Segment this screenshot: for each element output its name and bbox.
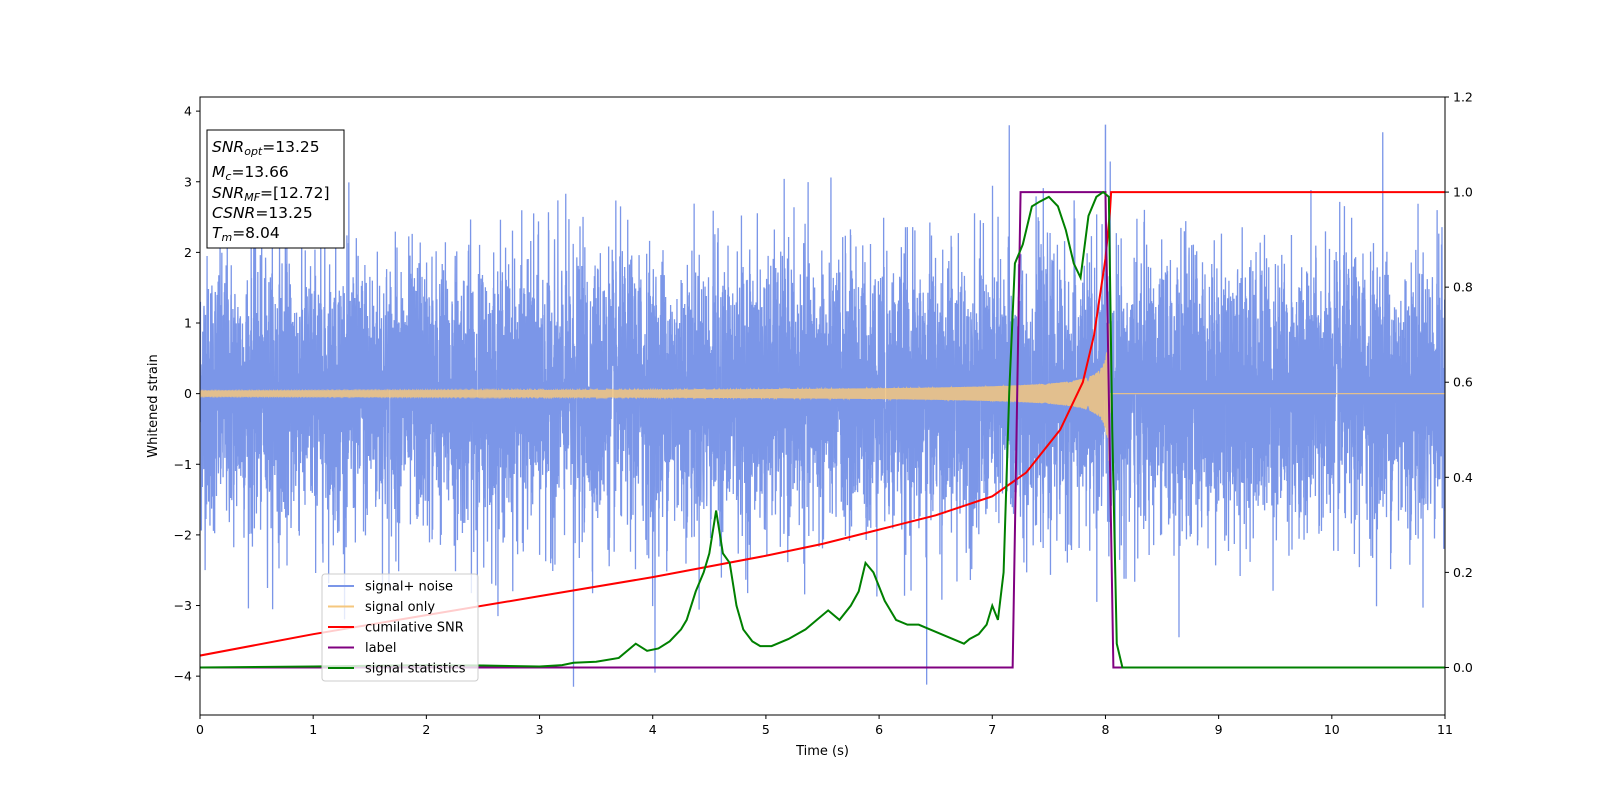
x-tick-label: 9: [1215, 722, 1223, 737]
legend-label: cumilative SNR: [365, 621, 464, 636]
plot-area: [200, 124, 1445, 687]
y-axis-label: Whitened strain: [146, 354, 161, 457]
x-tick-label: 3: [536, 722, 544, 737]
info-box-line: Mc=13.66: [212, 163, 289, 183]
x-tick-label: 7: [988, 722, 996, 737]
y-left-tick-label: 2: [184, 245, 192, 260]
x-tick-label: 6: [875, 722, 883, 737]
legend-label: label: [365, 641, 396, 656]
y-right-tick-label: 0.6: [1453, 375, 1473, 390]
x-tick-label: 0: [196, 722, 204, 737]
y-left-tick-label: −4: [174, 669, 192, 684]
info-box-line: Tm=8.04: [212, 224, 280, 244]
x-axis-label: Time (s): [795, 744, 849, 759]
x-tick-label: 10: [1324, 722, 1340, 737]
y-right-tick-label: 1.0: [1453, 185, 1473, 200]
x-tick-label: 1: [309, 722, 317, 737]
legend: signal+ noise signal only cumilative SNR la…: [321, 573, 479, 682]
y-left-tick-label: 1: [184, 316, 192, 331]
axis-ticks: 0 1 2 3 4 5 6 7 8 9 10 11 −4 −3 −2 −1 0 1 2 3 4 0.0 0.2 0.4 0.6 0…: [174, 90, 1473, 738]
y-left-tick-label: 3: [184, 174, 192, 189]
y-right-tick-label: 0.8: [1453, 280, 1473, 295]
x-tick-label: 11: [1437, 722, 1453, 737]
axes-frame: [199, 96, 1446, 716]
x-tick-label: 4: [649, 722, 657, 737]
info-box-line: SNRopt=13.25: [212, 138, 320, 158]
info-box: SNRopt=13.25 Mc=13.66SNRMF=[12.72]CSNR=13…: [206, 129, 345, 249]
x-tick-label: 2: [422, 722, 430, 737]
y-left-tick-label: −3: [174, 598, 192, 613]
y-right-tick-label: 0.4: [1453, 470, 1473, 485]
info-box-line: SNRMF=[12.72]: [212, 184, 330, 204]
series-signal-only-line: [200, 323, 1445, 471]
y-right-tick-label: 1.2: [1453, 90, 1473, 105]
series-signal-statistics-line: [200, 190, 1445, 669]
y-left-tick-label: −2: [174, 527, 192, 542]
y-left-tick-label: 0: [184, 386, 192, 401]
x-tick-label: 8: [1101, 722, 1109, 737]
y-right-tick-label: 0.0: [1453, 660, 1473, 675]
legend-label: signal only: [365, 600, 435, 615]
info-box-frame: [206, 129, 345, 249]
y-left-tick-label: 4: [184, 104, 192, 119]
info-box-line: CSNR=13.25: [212, 204, 313, 222]
x-tick-label: 5: [762, 722, 770, 737]
y-left-tick-label: −1: [174, 457, 192, 472]
y-right-tick-label: 0.2: [1453, 565, 1473, 580]
legend-frame: [321, 573, 479, 682]
legend-label: signal+ noise: [365, 580, 453, 595]
series-signal-noise-line: [200, 124, 1445, 687]
legend-label: signal statistics: [365, 662, 466, 677]
